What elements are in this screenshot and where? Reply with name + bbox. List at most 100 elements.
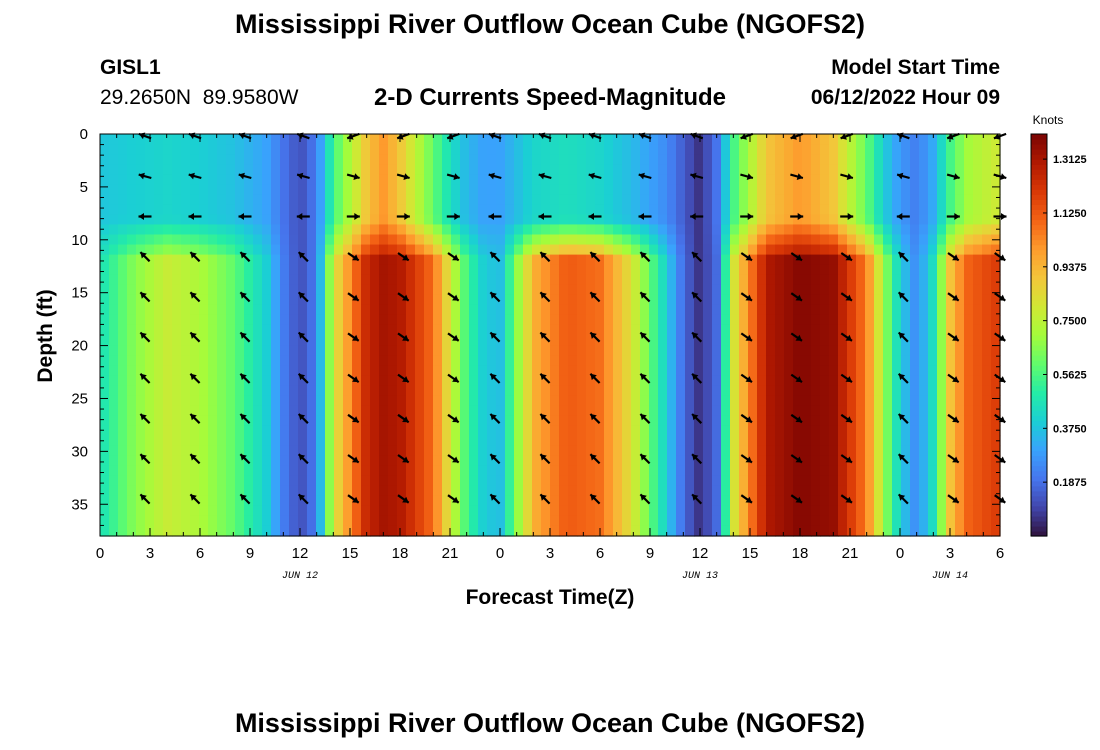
heatmap-cell	[964, 505, 974, 517]
heatmap-cell	[721, 405, 731, 416]
arrow-head	[898, 494, 906, 501]
heatmap-cell	[127, 505, 137, 517]
heatmap-cell	[973, 515, 983, 527]
arrow-head	[140, 292, 147, 299]
heatmap-cell	[739, 445, 749, 457]
heatmap-cell	[325, 515, 335, 527]
heatmap-cell	[712, 184, 722, 195]
heatmap-cell	[928, 495, 938, 507]
heatmap-cell	[469, 314, 479, 326]
heatmap-cell	[163, 264, 173, 276]
heatmap-cell	[289, 174, 299, 185]
heatmap-cell	[865, 254, 875, 266]
heatmap-cell	[883, 214, 893, 226]
heatmap-cell	[757, 174, 767, 185]
heatmap-cell	[829, 214, 839, 226]
heatmap-cell	[289, 425, 299, 437]
heatmap-cell	[226, 144, 236, 155]
heatmap-cell	[415, 234, 425, 246]
heatmap-cell	[154, 284, 164, 296]
heatmap-cell	[820, 435, 830, 447]
heatmap-cell	[577, 304, 587, 316]
heatmap-cell	[199, 395, 209, 406]
heatmap-cell	[757, 154, 767, 165]
heatmap-cell	[145, 194, 155, 205]
heatmap-cell	[514, 425, 524, 437]
heatmap-cell	[190, 194, 200, 205]
heatmap-cell	[352, 214, 362, 226]
heatmap-cell	[172, 134, 182, 145]
heatmap-cell	[136, 324, 146, 336]
heatmap-cell	[892, 395, 902, 406]
heatmap-cell	[334, 134, 344, 145]
heatmap-cell	[685, 465, 695, 477]
heatmap-cell	[811, 365, 821, 376]
colorbar-segment	[1031, 139, 1047, 145]
heatmap-cell	[208, 505, 218, 517]
heatmap-cell	[253, 505, 263, 517]
heatmap-cell	[901, 204, 911, 215]
heatmap-cell	[532, 144, 542, 155]
heatmap-cell	[946, 194, 956, 205]
heatmap-cell	[172, 284, 182, 296]
heatmap-cell	[640, 355, 650, 366]
heatmap-cell	[217, 445, 227, 457]
heatmap-cell	[145, 204, 155, 215]
heatmap-cell	[703, 525, 713, 537]
heatmap-cell	[352, 134, 362, 145]
heatmap-cell	[370, 134, 380, 145]
heatmap-cell	[667, 505, 677, 517]
heatmap-cell	[757, 304, 767, 316]
current-arrow	[539, 251, 551, 263]
heatmap-cell	[559, 164, 569, 175]
heatmap-cell	[118, 264, 128, 276]
heatmap-cell	[586, 154, 596, 165]
heatmap-cell	[442, 415, 452, 427]
heatmap-cell	[253, 415, 263, 427]
current-arrow	[447, 292, 460, 302]
heatmap-cell	[460, 385, 470, 396]
heatmap-cell	[622, 324, 632, 336]
heatmap-cell	[982, 515, 992, 527]
heatmap-cell	[397, 525, 407, 537]
heatmap-cell	[883, 164, 893, 175]
heatmap-cell	[793, 194, 803, 205]
heatmap-cell	[991, 134, 1001, 145]
heatmap-cell	[379, 134, 389, 145]
arrow-head	[238, 172, 245, 180]
heatmap-cell	[802, 304, 812, 316]
heatmap-cell	[838, 174, 848, 185]
heatmap-cell	[334, 194, 344, 205]
heatmap-cell	[379, 324, 389, 336]
heatmap-cell	[955, 505, 965, 517]
heatmap-cell	[649, 345, 659, 356]
heatmap-cell	[541, 264, 551, 276]
heatmap-cell	[145, 184, 155, 195]
heatmap-cell	[307, 525, 317, 537]
heatmap-cell	[415, 264, 425, 276]
heatmap-cell	[460, 324, 470, 336]
heatmap-cell	[721, 445, 731, 457]
heatmap-cell	[586, 335, 596, 346]
heatmap-cell	[640, 365, 650, 376]
heatmap-cell	[568, 144, 578, 155]
heatmap-cell	[163, 475, 173, 487]
heatmap-cell	[370, 485, 380, 497]
heatmap-cell	[172, 154, 182, 165]
heatmap-cell	[640, 324, 650, 336]
heatmap-cell	[802, 214, 812, 226]
heatmap-cell	[604, 194, 614, 205]
heatmap-cell	[388, 154, 398, 165]
heatmap-cell	[766, 214, 776, 226]
heatmap-cell	[136, 264, 146, 276]
heatmap-cell	[478, 234, 488, 246]
heatmap-cell	[775, 174, 785, 185]
heatmap-cell	[190, 164, 200, 175]
heatmap-cell	[415, 134, 425, 145]
heatmap-cell	[595, 345, 605, 356]
heatmap-cell	[775, 184, 785, 195]
heatmap-cell	[595, 445, 605, 457]
heatmap-cell	[820, 294, 830, 306]
heatmap-cell	[721, 435, 731, 447]
heatmap-cell	[649, 455, 659, 467]
